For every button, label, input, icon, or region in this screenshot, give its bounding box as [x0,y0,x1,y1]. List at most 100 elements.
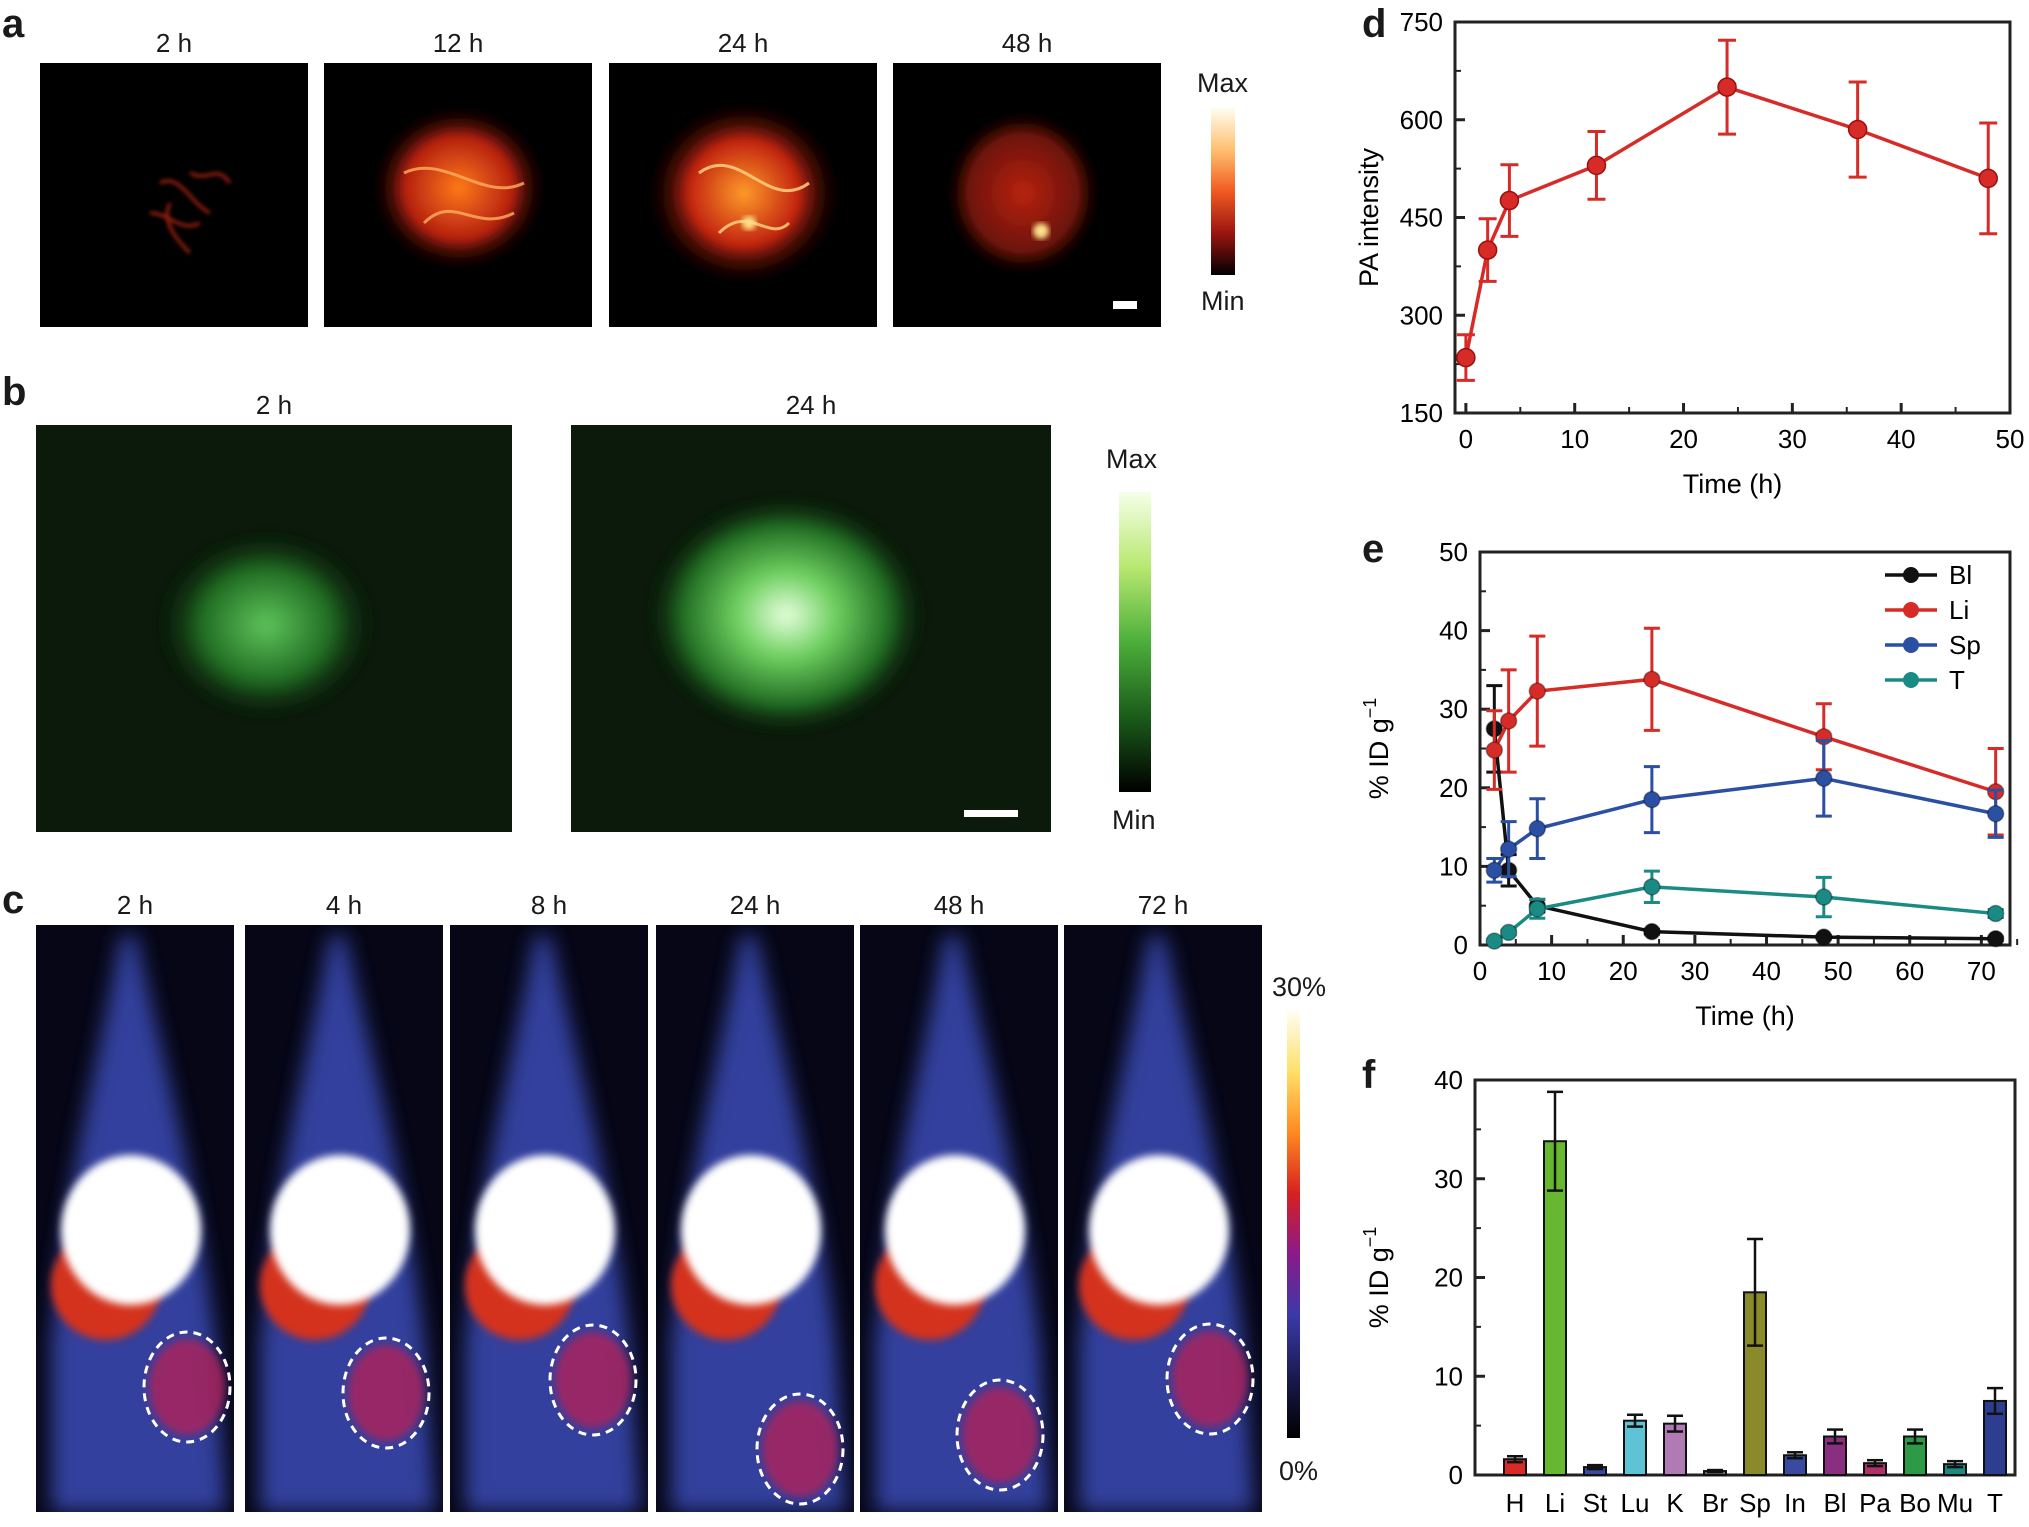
chart-e-xlabel: Time (h) [1695,1001,1795,1031]
chart-f-xtick-label: Pa [1859,1488,1891,1518]
panel-c-time-4: 48 h [933,890,985,920]
panel-b-time-1: 24 h [785,390,837,420]
chart-e-point [1528,900,1547,918]
chart-f-xtick-label: Mu [1937,1488,1973,1518]
pa-colorbar-max: Max [1197,68,1249,98]
chart-f-xtick-label: K [1666,1488,1684,1518]
chart-d-xlabel: Time (h) [1683,469,1783,499]
chart-e-legend-label: Li [1949,595,1969,625]
panel-b-time-0: 2 h [255,390,293,420]
chart-e-point [1643,790,1661,809]
chart-f-ytick-label: 40 [1434,1065,1463,1095]
chart-d-xtick-label: 20 [1669,424,1698,454]
chart-d-point [1477,240,1498,260]
pet-image-0 [36,925,234,1512]
chart-f-ytick-label: 10 [1434,1361,1463,1391]
chart-d-ytick-label: 750 [1400,7,1443,37]
panel-a-time-0: 2 h [155,28,193,58]
chart-e-ytick-label: 30 [1439,694,1468,724]
chart-f-xtick-label: Bo [1899,1488,1931,1518]
chart-e-ytick-label: 0 [1454,930,1468,960]
panel-a-letter: a [2,2,25,46]
pa-image-12h [324,63,592,327]
chart-f-xtick-label: Sp [1739,1488,1771,1518]
chart-f-ytick-label: 20 [1434,1263,1463,1293]
chart-d-xtick-label: 40 [1887,424,1916,454]
tumor-circle [1165,1322,1255,1436]
chart-e-xtick-label: 70 [1967,956,1996,986]
chart-e-xtick-label: 30 [1680,956,1709,986]
chart-e-ytick-label: 20 [1439,773,1468,803]
chart-d-ytick-label: 600 [1400,105,1443,135]
chart-d-xtick-label: 0 [1459,424,1473,454]
chart-e-legend-label: Sp [1949,630,1981,660]
fluor-scale-bar [964,810,1018,817]
chart-e-xtick-label: 10 [1537,956,1566,986]
chart-f-ytick-label: 0 [1449,1460,1463,1490]
chart-d-ytick-label: 150 [1400,398,1443,428]
chart-f-ytick-label: 30 [1434,1164,1463,1194]
chart-e-legend-label: Bl [1949,560,1972,590]
pet-image-3 [656,925,854,1512]
chart-d-ytick-label: 450 [1400,203,1443,233]
chart-e-point [1485,861,1504,880]
panel-a-time-3: 48 h [1001,28,1053,58]
chart-e-point [1815,928,1833,946]
chart-e-point [1643,670,1661,689]
panel-c-time-2: 8 h [530,890,568,920]
pet-image-5 [1064,925,1262,1512]
panel-c-time-0: 2 h [116,890,154,920]
chart-e-legend-marker [1903,567,1919,583]
pet-colorbar-max: 30% [1272,972,1327,1002]
chart-d-ytick-label: 300 [1400,300,1443,330]
chart-e-series-line-Sp [1492,776,1997,872]
pa-colorbar-min: Min [1201,286,1245,316]
tumor-circle [755,1392,845,1506]
fluor-image-24h [571,425,1051,832]
chart-e-xtick-label: 60 [1895,956,1924,986]
panel-c-time-3: 24 h [729,890,781,920]
panel-a-time-1: 12 h [432,28,484,58]
chart-e-series-line-Li [1492,677,1997,794]
pa-colorbar [1211,108,1235,275]
pa-image-48h [893,63,1161,327]
tumor-circle [955,1378,1045,1492]
pet-image-2 [450,925,648,1512]
chart-e-xtick-label: 0 [1473,956,1487,986]
chart-d-point [1847,119,1868,140]
chart-f-xtick-label: Li [1545,1488,1565,1518]
chart-d-xtick-label: 50 [1996,424,2025,454]
chart-d-xtick-label: 10 [1560,424,1589,454]
panel-c-letter: c [2,878,25,922]
chart-e-ytick-label: 40 [1439,616,1468,646]
chart-e-point [1499,712,1518,730]
pet-image-1 [245,925,443,1512]
chart-f-xtick-label: Br [1702,1488,1728,1518]
chart-e-point [1499,840,1518,858]
chart-d-point [1499,190,1520,211]
chart-e-point [1815,888,1833,906]
fluor-colorbar-max: Max [1106,444,1158,474]
panel-b-letter: b [2,370,27,414]
panel-c-time-5: 72 h [1137,890,1189,920]
chart-e-point [1986,804,2005,823]
chart-e-ytick-label: 50 [1439,537,1468,567]
fluor-image-2h [36,425,512,832]
chart-e-point [1815,769,1833,788]
panel-f-letter: f [1362,1053,1376,1097]
fluor-colorbar-min: Min [1112,805,1156,835]
chart-d-xtick-label: 30 [1778,424,1807,454]
chart-e-legend-marker [1903,602,1919,618]
chart-d-point [1586,155,1607,176]
chart-e: 0 10 20 30 40 50 0 10 20 30 40 50 60 70 Time (h) % ID g… [1360,537,2019,1031]
chart-e-point [1643,922,1661,941]
pet-colorbar-min: 0% [1279,1456,1319,1486]
chart-f-xtick-label: Lu [1621,1488,1650,1518]
chart-e-legend-label: T [1949,665,1965,695]
pet-image-4 [860,925,1058,1512]
chart-f-ylabel: % ID g−1 [1360,1227,1394,1329]
chart-e-point [1528,819,1547,838]
panel-c-time-1: 4 h [325,890,363,920]
chart-d: 150 300 450 600 750 0 10 20 30 40 50 Time (h) PA int… [1354,7,2025,499]
chart-e-ytick-label: 10 [1439,851,1468,881]
